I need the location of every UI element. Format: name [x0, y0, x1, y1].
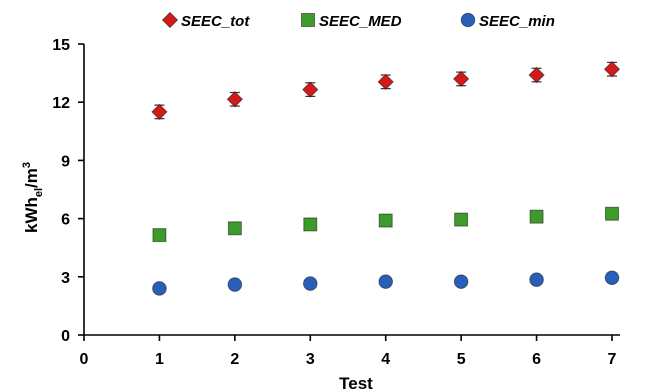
- seec-min-point: [227, 277, 243, 292]
- x-tick-label: 0: [80, 351, 89, 368]
- seec-med-point: [227, 221, 242, 236]
- y-axis-title-sup: 3: [21, 162, 33, 168]
- legend-marker-seec-min: [460, 12, 476, 28]
- y-tick-label: 15: [52, 37, 70, 54]
- y-axis-title: kWhel/m3: [21, 162, 45, 233]
- seec-med-point: [303, 217, 318, 232]
- seec-tot-point: [603, 61, 621, 78]
- seec-min-point: [302, 276, 318, 291]
- seec-min-point: [604, 270, 620, 286]
- x-axis-title: Test: [339, 374, 373, 392]
- legend-label-seec-min: SEEC_min: [479, 13, 555, 30]
- legend-label-seec-tot: SEEC_tot: [181, 13, 250, 30]
- seec-med-point: [152, 228, 167, 243]
- seec-tot-point: [452, 70, 470, 88]
- seec-min-point: [378, 274, 394, 289]
- x-tick-label: 1: [155, 351, 164, 368]
- x-tick-label: 7: [608, 351, 617, 368]
- x-tick-label: 6: [532, 351, 541, 368]
- x-tick-label: 5: [457, 351, 466, 368]
- seec-min-point: [453, 274, 469, 289]
- y-axis-title-sub: el: [33, 188, 45, 197]
- y-axis-title-base: kWh: [22, 197, 41, 233]
- seec-min-point: [152, 281, 167, 296]
- y-tick-label: 3: [61, 270, 70, 287]
- seec-tot-point: [377, 73, 394, 91]
- legend-marker-seec-tot: [161, 11, 179, 29]
- x-tick-label: 2: [230, 351, 239, 368]
- y-tick-label: 12: [52, 95, 70, 112]
- data-marks: [151, 61, 621, 296]
- seec-med-point: [605, 206, 619, 221]
- seec-tot-point: [151, 103, 168, 121]
- legend: SEEC_tot SEEC_MED SEEC_min: [161, 11, 555, 30]
- seec-tot-point: [302, 81, 319, 98]
- x-tick-label: 3: [306, 351, 315, 368]
- seec-med-point: [378, 213, 393, 228]
- y-axis-title-mid: /m: [22, 168, 41, 188]
- y-tick-label: 6: [61, 212, 70, 229]
- legend-label-seec-med: SEEC_MED: [319, 13, 402, 30]
- y-tick-label: 0: [61, 328, 70, 345]
- seec-tot-point: [226, 91, 244, 108]
- seec-med-point: [529, 209, 544, 224]
- legend-marker-seec-med: [301, 13, 315, 27]
- y-tick-label: 9: [61, 153, 70, 170]
- seec-med-point: [454, 212, 469, 227]
- seec-min-point: [529, 272, 544, 288]
- x-tick-label: 4: [381, 351, 390, 368]
- seec-tot-point: [528, 66, 545, 84]
- axes: [78, 43, 620, 341]
